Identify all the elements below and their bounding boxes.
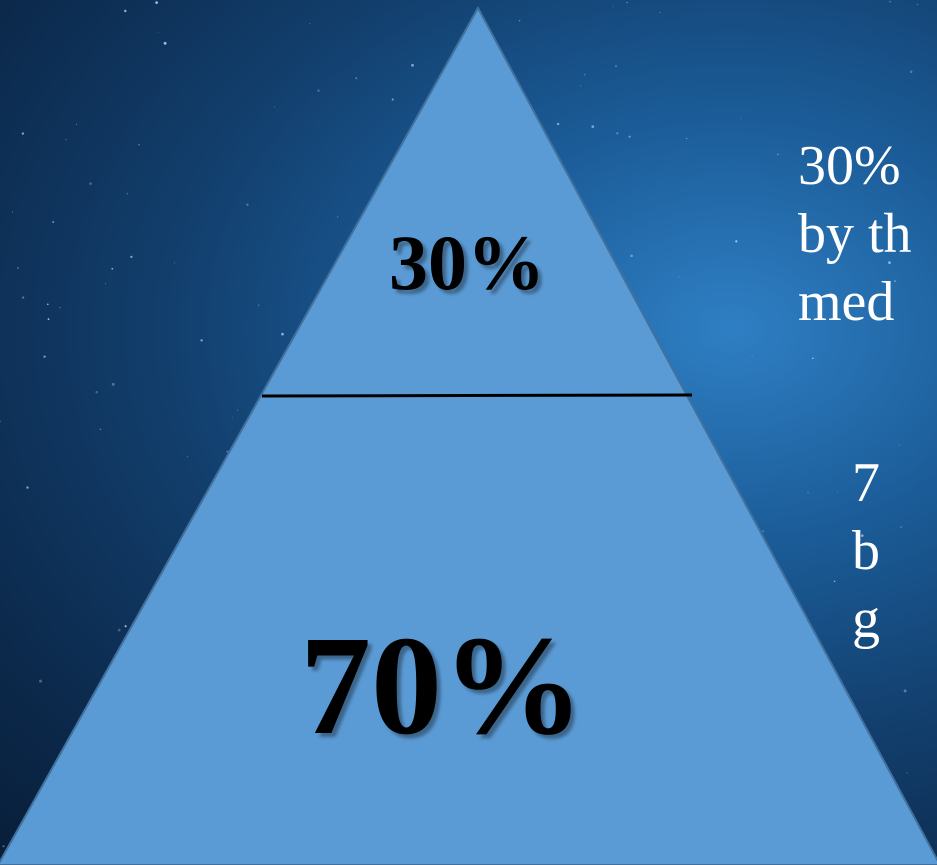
pyramid-top-percentage: 30%: [389, 219, 545, 306]
side-text-top-line: med: [798, 271, 895, 333]
side-text-top: 30% by th med: [798, 132, 937, 336]
star-dot: [831, 297, 833, 299]
star-dot: [89, 182, 92, 185]
star-dot: [124, 625, 127, 628]
star-dot: [411, 63, 414, 67]
star-dot: [888, 261, 891, 264]
star-dot: [626, 1, 628, 4]
star-dot: [355, 77, 358, 80]
star-dot: [39, 679, 42, 683]
star-dot: [246, 203, 249, 206]
star-dot: [833, 580, 836, 583]
star-dot: [163, 41, 167, 45]
star-dot: [909, 70, 913, 74]
star-dot: [659, 12, 661, 14]
star-dot: [126, 192, 129, 195]
star-dot: [591, 125, 595, 128]
star-dot: [556, 122, 560, 126]
pyramid-divider-line: [261, 393, 693, 398]
star-dot: [811, 357, 814, 360]
star-dot: [0, 420, 1, 423]
star-dot: [257, 304, 260, 306]
star-dot: [155, 1, 158, 4]
star-dot: [281, 332, 284, 336]
star-dot: [894, 280, 896, 282]
star-dot: [612, 6, 614, 8]
star-dot: [889, 0, 891, 3]
star-dot: [47, 303, 49, 306]
star-dot: [111, 382, 115, 386]
star-dot: [99, 428, 102, 431]
star-dot: [740, 117, 742, 119]
pyramid-triangle: [0, 5, 937, 865]
star-dot: [65, 139, 67, 141]
side-text-top-line: by th: [798, 203, 912, 265]
star-dot: [59, 306, 61, 309]
star-dot: [686, 138, 688, 140]
star-dot: [22, 296, 25, 299]
star-dot: [186, 455, 189, 458]
star-dot: [898, 444, 900, 446]
star-dot: [735, 240, 738, 243]
star-dot: [906, 772, 908, 774]
star-dot: [52, 221, 55, 224]
star-dot: [231, 417, 233, 419]
side-text-bottom: 7 b g: [852, 449, 937, 653]
star-dot: [336, 216, 339, 218]
star-dot: [903, 689, 907, 693]
star-dot: [317, 89, 320, 92]
star-dot: [861, 534, 864, 537]
side-text-bottom-line: b: [852, 520, 880, 582]
star-dot: [762, 530, 765, 533]
star-dot: [628, 135, 631, 138]
star-dot: [105, 283, 107, 285]
star-dot: [616, 132, 619, 135]
star-dot: [138, 144, 140, 146]
star-dot: [76, 123, 78, 125]
star-dot: [21, 132, 25, 135]
side-text-bottom-line: 7: [852, 452, 880, 514]
star-dot: [16, 266, 20, 270]
star-dot: [916, 3, 918, 6]
pyramid-bottom-percentage: 70%: [300, 606, 584, 764]
star-dot: [678, 276, 680, 278]
star-dot: [391, 98, 394, 101]
star-dot: [26, 486, 29, 489]
star-dot: [174, 262, 176, 264]
star-dot: [630, 254, 633, 258]
star-dot: [117, 628, 121, 632]
star-dot: [157, 31, 159, 33]
side-text-bottom-line: g: [852, 588, 880, 650]
star-dot: [95, 390, 98, 394]
star-dot: [124, 9, 127, 13]
star-dot: [226, 450, 229, 453]
star-dot: [615, 65, 617, 68]
star-dot: [751, 356, 753, 357]
star-dot: [309, 23, 311, 25]
star-dot: [583, 73, 586, 76]
star-dot: [807, 491, 809, 494]
star-dot: [237, 409, 239, 411]
star-dot: [200, 339, 203, 342]
star-dot: [900, 526, 902, 528]
star-dot: [518, 20, 521, 22]
star-dot: [2, 845, 5, 848]
star-dot: [111, 267, 114, 270]
star-dot: [273, 106, 276, 108]
side-text-top-line: 30%: [798, 135, 901, 197]
star-dot: [777, 153, 779, 156]
star-dot: [43, 355, 46, 358]
star-dot: [837, 491, 839, 493]
star-dot: [580, 85, 582, 87]
star-dot: [130, 255, 133, 259]
star-dot: [12, 211, 14, 213]
star-dot: [47, 318, 50, 321]
